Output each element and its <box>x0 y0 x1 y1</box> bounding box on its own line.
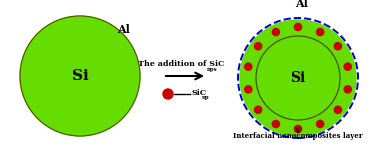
Circle shape <box>294 23 302 31</box>
Circle shape <box>254 43 262 50</box>
Circle shape <box>240 20 356 136</box>
Circle shape <box>334 43 341 50</box>
Circle shape <box>272 28 279 36</box>
Circle shape <box>272 120 279 128</box>
Circle shape <box>294 125 302 133</box>
Circle shape <box>344 86 351 93</box>
Circle shape <box>334 106 341 113</box>
Text: np: np <box>202 95 210 100</box>
Text: Interfacial nanocomposites layer: Interfacial nanocomposites layer <box>233 132 363 140</box>
Circle shape <box>344 63 351 70</box>
Text: SiC: SiC <box>191 89 206 97</box>
Circle shape <box>20 16 140 136</box>
Text: Si: Si <box>290 71 306 85</box>
Circle shape <box>254 106 262 113</box>
Circle shape <box>245 63 252 70</box>
Circle shape <box>316 120 324 128</box>
Text: Al: Al <box>296 0 308 9</box>
Circle shape <box>256 36 340 120</box>
Text: Si: Si <box>71 69 88 83</box>
Circle shape <box>316 28 324 36</box>
Circle shape <box>163 89 173 99</box>
Circle shape <box>238 18 358 138</box>
Circle shape <box>245 86 252 93</box>
Text: nps: nps <box>207 67 218 72</box>
Text: Al: Al <box>117 24 130 35</box>
Text: The addition of SiC: The addition of SiC <box>138 60 224 68</box>
